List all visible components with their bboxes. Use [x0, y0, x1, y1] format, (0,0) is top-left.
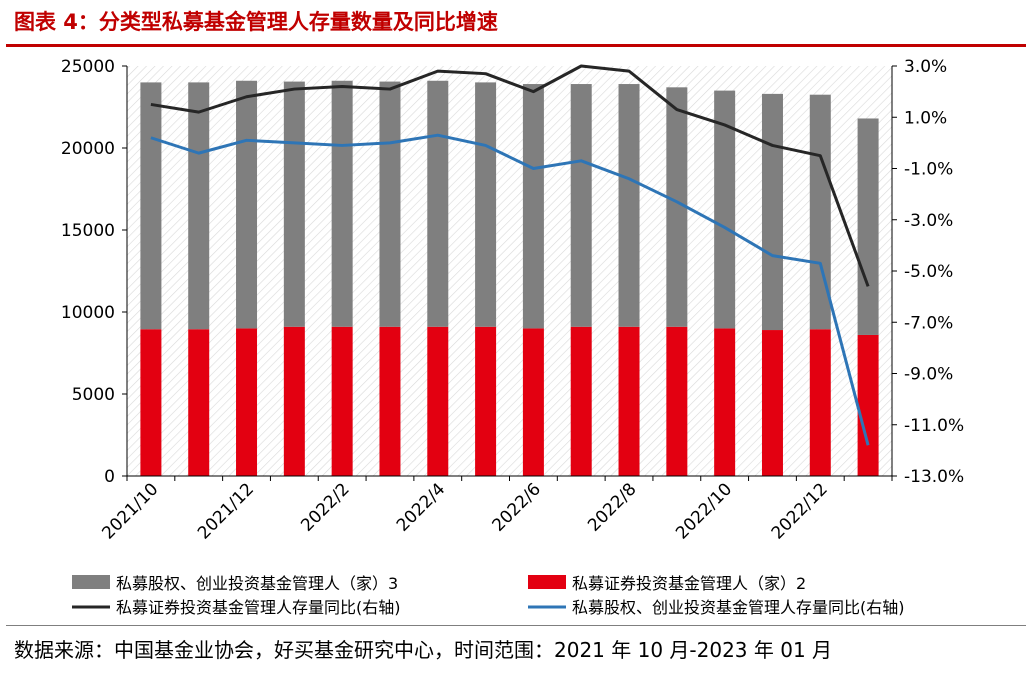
legend-securities-managers-swatch: [528, 575, 566, 589]
x-tick-label: 2022/6: [489, 479, 545, 535]
y-right-tick-label: -9.0%: [904, 365, 953, 385]
bar-equity: [188, 82, 210, 330]
bar-equity: [427, 80, 449, 327]
bar-equity: [236, 80, 258, 329]
y-left-tick-label: 10000: [61, 303, 115, 323]
x-tick-label: 2022/8: [584, 479, 640, 535]
y-left-tick-label: 15000: [61, 221, 115, 241]
bar-equity: [714, 90, 736, 329]
y-right-tick-label: -13.0%: [904, 467, 964, 487]
y-right-tick-label: -11.0%: [904, 416, 964, 436]
bar-equity: [283, 81, 305, 327]
bar-securities: [522, 328, 544, 476]
y-right-tick-label: 3.0%: [904, 57, 947, 77]
chart: 0 5000 10000 15000 20000 25000 3.0% 1.0% -1.0% -3…: [61, 57, 964, 617]
bar-equity: [570, 84, 592, 327]
title-divider: [6, 44, 1026, 47]
bar-equity: [140, 82, 162, 330]
bar-equity: [666, 87, 688, 327]
source-note: 数据来源：中国基金业协会，好买基金研究中心，时间范围：2021 年 10 月-2…: [14, 638, 833, 662]
bar-securities: [236, 328, 258, 476]
y-right-tick-label: -3.0%: [904, 211, 953, 231]
x-tick-label: 2022/2: [297, 479, 353, 535]
bar-equity: [761, 93, 783, 331]
bar-securities: [140, 329, 162, 476]
legend-equity-yoy-label: 私募股权、创业投资基金管理人存量同比(右轴): [572, 598, 905, 617]
line-securities-yoy: [150, 64, 870, 287]
x-tick-label: 2022/10: [672, 479, 736, 543]
bar-equity: [331, 80, 353, 327]
bar-securities: [809, 329, 831, 476]
bar-equity: [857, 118, 879, 335]
bar-equity: [618, 84, 640, 327]
source-divider: [6, 625, 1026, 626]
bar-securities: [857, 334, 879, 476]
y-right-tick-label: 1.0%: [904, 108, 947, 128]
y-left-tick-label: 5000: [72, 385, 115, 405]
legend-securities-managers-label: 私募证券投资基金管理人（家）2: [572, 574, 806, 593]
bar-securities: [331, 326, 353, 476]
y-right-tick-label: -1.0%: [904, 160, 953, 180]
x-tick-label: 2022/4: [393, 479, 449, 535]
bar-securities: [475, 326, 497, 476]
line-equity-yoy: [150, 133, 870, 446]
bar-securities: [283, 326, 305, 476]
bar-securities: [666, 326, 688, 476]
x-tick-label: 2022/12: [768, 479, 832, 543]
bar-equity: [379, 81, 401, 327]
x-tick-label: 2021/10: [98, 479, 162, 543]
y-left-tick-label: 20000: [61, 139, 115, 159]
y-left-tick-label: 25000: [61, 57, 115, 77]
x-tick-label: 2021/12: [194, 479, 258, 543]
legend-equity-managers-label: 私募股权、创业投资基金管理人（家）3: [116, 574, 398, 593]
bar-securities: [714, 328, 736, 476]
bar-securities: [379, 326, 401, 476]
page-title: 图表 4：分类型私募基金管理人存量数量及同比增速: [14, 10, 498, 34]
bar-securities: [570, 326, 592, 476]
legend-securities-yoy-label: 私募证券投资基金管理人存量同比(右轴): [116, 598, 401, 617]
y-right-tick-label: -5.0%: [904, 262, 953, 282]
legend-equity-managers-swatch: [72, 575, 110, 589]
bar-securities: [761, 330, 783, 476]
bar-securities: [427, 326, 449, 476]
bar-equity: [522, 84, 544, 329]
y-left-tick-label: 0: [104, 467, 115, 487]
bar-equity: [475, 82, 497, 327]
bar-securities: [188, 329, 210, 476]
bar-securities: [618, 326, 640, 476]
y-right-tick-label: -7.0%: [904, 313, 953, 333]
